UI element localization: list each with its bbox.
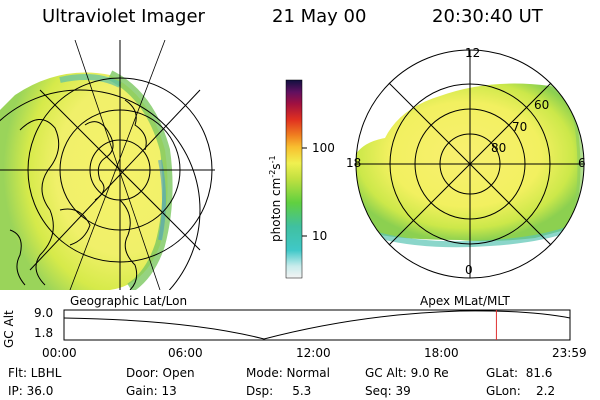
mlt-label-18: 18 <box>346 156 362 170</box>
alt-xtick-1200: 12:00 <box>296 346 331 360</box>
alt-xtick-0600: 06:00 <box>168 346 203 360</box>
alt-xtick-1800: 18:00 <box>424 346 459 360</box>
mlt-label-0: 0 <box>465 263 473 277</box>
alt-plot-ylabel: GC Alt <box>2 310 16 348</box>
ip-info: IP: 36.0 <box>8 384 54 398</box>
mlat-label-60: 60 <box>534 98 550 112</box>
glat-info: GLat: 81.6 <box>486 366 553 380</box>
mlt-label-6: 6 <box>578 156 586 170</box>
colorbar-tick-100: 100 <box>312 141 335 155</box>
gc-alt-info: GC Alt: 9.0 Re <box>365 366 449 380</box>
colorbar-unit-label: photon cm-2s-1 <box>268 155 283 242</box>
seq-info: Seq: 39 <box>365 384 411 398</box>
projection-label-right: Apex MLat/MLT <box>420 294 510 308</box>
colorbar-tick-10: 10 <box>312 229 328 243</box>
filter-info: Flt: LBHL <box>8 366 62 380</box>
date-label: 21 May 00 <box>272 6 367 27</box>
mlt-label-12: 12 <box>465 46 481 60</box>
color-bar <box>285 79 307 279</box>
door-info: Door: Open <box>126 366 195 380</box>
instrument-title: Ultraviolet Imager <box>42 6 205 27</box>
mode-info: Mode: Normal <box>246 366 330 380</box>
dsp-info: Dsp: 5.3 <box>246 384 312 398</box>
time-label: 20:30:40 UT <box>432 6 543 27</box>
geographic-image <box>0 40 215 290</box>
glon-info: GLon: 2.2 <box>486 384 556 398</box>
alt-xtick-2359: 23:59 <box>552 346 587 360</box>
gain-info: Gain: 13 <box>126 384 177 398</box>
mlat-label-80: 80 <box>491 141 507 155</box>
alt-xtick-0000: 00:00 <box>42 346 77 360</box>
projection-label-left: Geographic Lat/Lon <box>70 294 188 308</box>
polar-mlat-mlt-plot <box>355 49 585 279</box>
mlat-label-70: 70 <box>512 120 528 134</box>
alt-ytick-1-8: 1.8 <box>34 326 54 340</box>
altitude-plot <box>63 309 571 341</box>
alt-ytick-9: 9.0 <box>34 306 54 320</box>
